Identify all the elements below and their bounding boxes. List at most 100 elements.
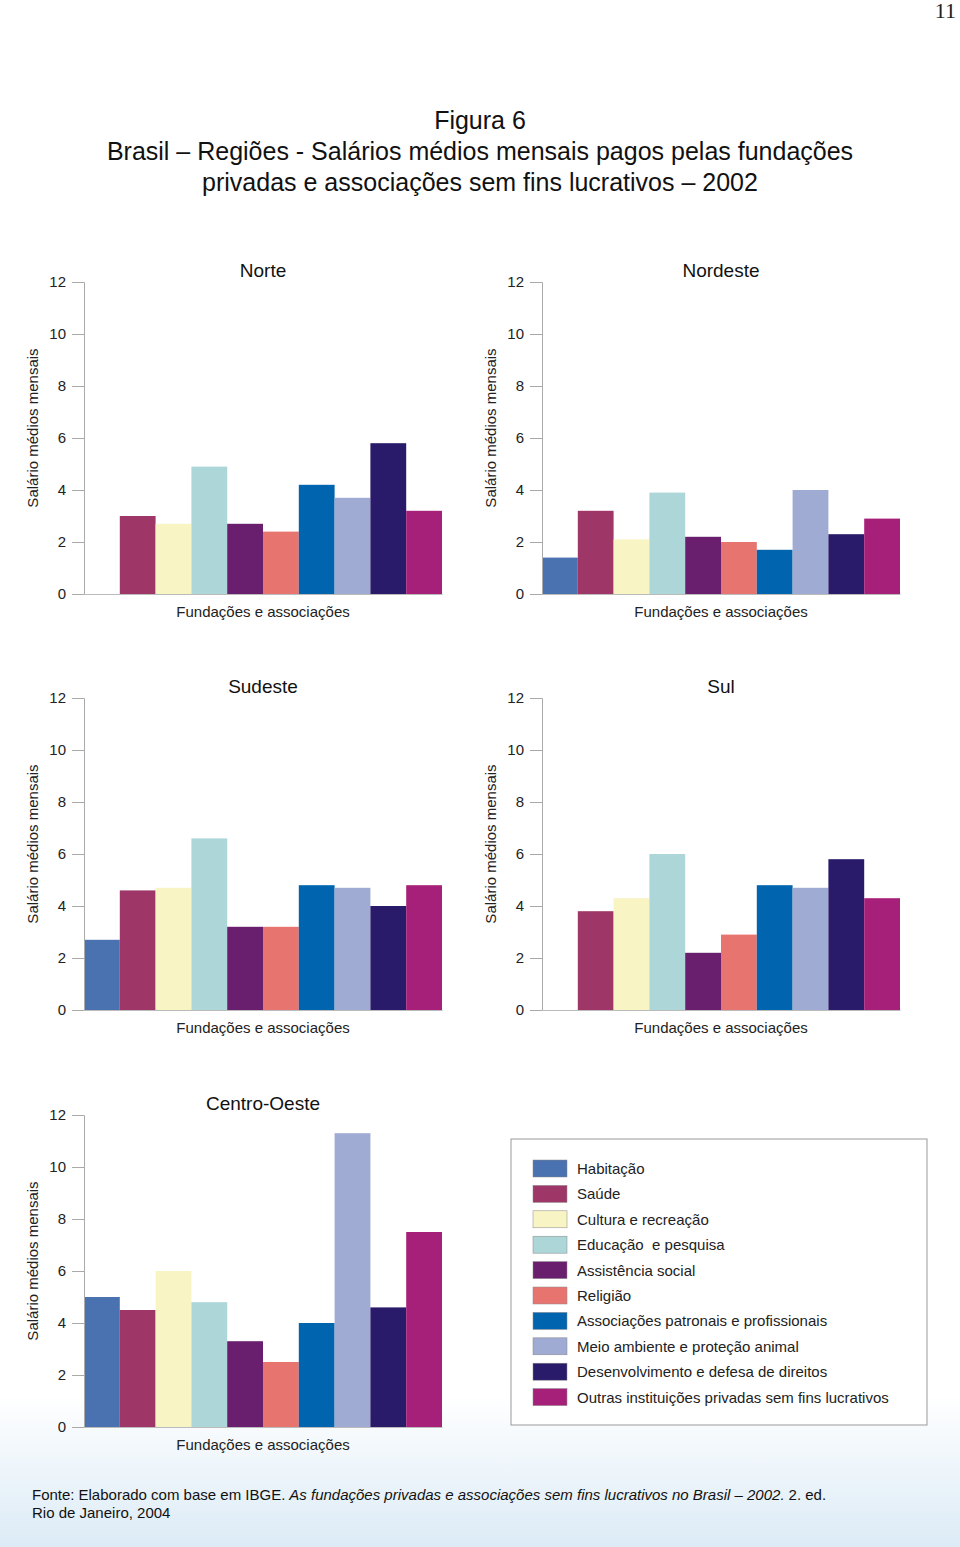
bar <box>335 1133 371 1427</box>
chart: 024681012NorteFundações e associaçõesSal… <box>24 260 443 620</box>
bar <box>614 898 650 1010</box>
legend-swatch <box>533 1211 567 1228</box>
chart-title: Sudeste <box>228 676 298 697</box>
legend-label: Educação e pesquisa <box>577 1236 725 1253</box>
bar <box>156 888 192 1010</box>
y-tick-label: 10 <box>507 325 524 342</box>
bars <box>120 443 442 594</box>
y-axis-title: Salário médios mensais <box>24 1181 41 1340</box>
chart-title: Nordeste <box>682 260 759 281</box>
bar <box>721 542 757 594</box>
y-tick-label: 4 <box>58 1314 66 1331</box>
y-tick: 10 <box>49 741 84 758</box>
y-tick-mark <box>72 1323 84 1324</box>
x-axis-line <box>85 594 443 595</box>
bar <box>793 888 829 1010</box>
bars <box>578 854 900 1010</box>
bar <box>299 885 335 1010</box>
y-tick: 12 <box>49 273 84 290</box>
x-axis <box>85 1010 443 1012</box>
source-label: Fonte: <box>32 1486 75 1503</box>
legend-swatch <box>533 1236 567 1253</box>
y-axis-line <box>530 283 543 595</box>
y-tick-mark <box>72 1219 84 1220</box>
legend-label: Desenvolvimento e defesa de direitos <box>577 1363 827 1380</box>
y-tick-label: 0 <box>58 1418 66 1435</box>
x-axis-title: Fundações e associações <box>634 603 807 620</box>
bars <box>84 838 442 1010</box>
y-tick-mark <box>530 542 542 543</box>
legend: HabitaçãoSaúdeCultura e recreaçãoEducaçã… <box>511 1139 927 1425</box>
legend-swatch <box>533 1389 567 1406</box>
y-tick-mark <box>72 906 84 907</box>
bar <box>649 493 685 594</box>
x-axis-line <box>543 1010 901 1011</box>
y-tick-label: 2 <box>58 949 66 966</box>
bar <box>120 516 156 594</box>
bars <box>84 1133 442 1427</box>
chart: 024681012Centro-OesteFundações e associa… <box>24 1093 443 1453</box>
x-axis-title: Fundações e associações <box>176 1019 349 1036</box>
bar <box>227 524 263 594</box>
y-tick-mark <box>72 1115 84 1116</box>
legend-swatch <box>533 1160 567 1177</box>
y-tick: 6 <box>58 1262 84 1279</box>
y-tick-label: 4 <box>516 897 524 914</box>
bar <box>299 1323 335 1427</box>
legend-label: Religião <box>577 1287 631 1304</box>
y-tick: 10 <box>49 1158 84 1175</box>
x-axis <box>85 594 443 596</box>
y-tick-label: 2 <box>516 533 524 550</box>
y-tick-mark <box>530 698 542 699</box>
y-tick: 12 <box>49 689 84 706</box>
y-tick: 2 <box>58 533 84 550</box>
bar <box>757 550 793 594</box>
page-number: 11 <box>935 0 956 23</box>
y-tick-label: 10 <box>49 741 66 758</box>
y-tick-mark <box>530 802 542 803</box>
legend-swatch <box>533 1363 567 1380</box>
y-tick-mark <box>530 958 542 959</box>
bar <box>578 511 614 594</box>
y-tick: 10 <box>507 325 542 342</box>
x-axis-line <box>85 1427 443 1428</box>
y-tick: 2 <box>58 1366 84 1383</box>
y-tick-label: 12 <box>507 273 524 290</box>
y-tick-label: 8 <box>58 1210 66 1227</box>
y-tick-mark <box>530 282 542 283</box>
bar <box>299 485 335 594</box>
y-tick-mark <box>72 386 84 387</box>
bar <box>156 1271 192 1427</box>
y-tick: 8 <box>58 1210 84 1227</box>
y-tick: 0 <box>516 585 542 602</box>
y-tick-mark <box>72 1427 84 1428</box>
bar <box>263 927 299 1010</box>
y-tick-label: 6 <box>58 1262 66 1279</box>
y-tick: 2 <box>516 949 542 966</box>
y-tick-label: 0 <box>516 585 524 602</box>
y-tick: 2 <box>516 533 542 550</box>
chart: 024681012SulFundações e associaçõesSalár… <box>482 676 901 1036</box>
source-place: Rio de Janeiro, 2004 <box>32 1504 170 1521</box>
y-axis-title: Salário médios mensais <box>482 348 499 507</box>
legend-swatch <box>533 1287 567 1304</box>
y-tick: 0 <box>516 1001 542 1018</box>
y-tick: 8 <box>58 793 84 810</box>
y-tick-mark <box>530 334 542 335</box>
x-axis <box>543 1010 901 1012</box>
y-tick-mark <box>72 958 84 959</box>
source: Fonte:Elaborado com base em IBGE.As fund… <box>32 1486 826 1503</box>
y-tick: 4 <box>516 481 542 498</box>
bar <box>227 1341 263 1427</box>
legend-box <box>511 1139 927 1425</box>
y-tick: 0 <box>58 1418 84 1435</box>
source-work: As fundações privadas e associações sem … <box>288 1486 784 1503</box>
y-tick-label: 8 <box>58 793 66 810</box>
source-edition: 2. ed. <box>789 1486 827 1503</box>
y-tick-label: 4 <box>58 481 66 498</box>
bar <box>793 490 829 594</box>
y-tick: 6 <box>516 845 542 862</box>
y-tick-label: 6 <box>516 429 524 446</box>
y-tick-mark <box>72 438 84 439</box>
y-axis: 024681012 <box>507 689 542 1018</box>
